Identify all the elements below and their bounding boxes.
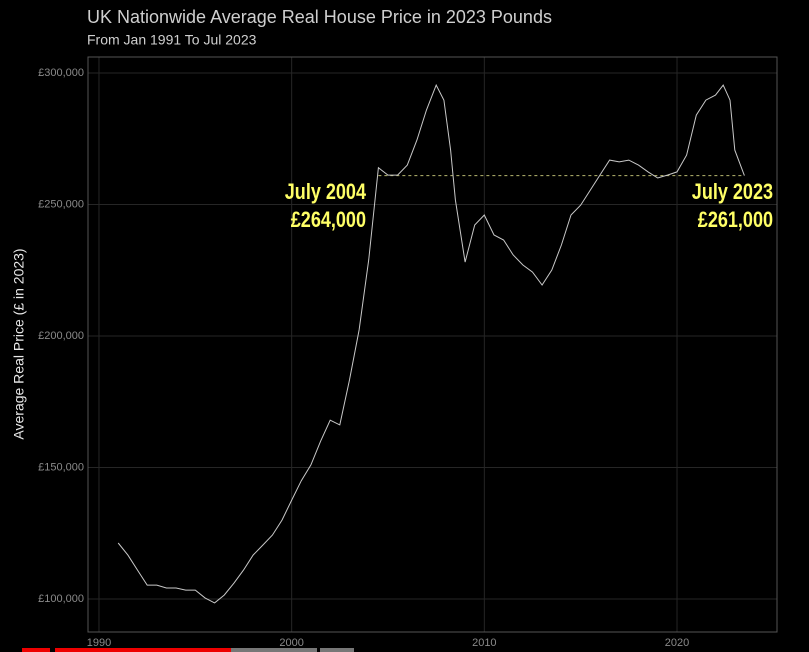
annotation-label: July 2023: [692, 180, 773, 204]
ui-bar: [22, 648, 50, 652]
y-tick-label: £200,000: [38, 330, 84, 342]
y-tick-label: £150,000: [38, 461, 84, 473]
x-tick-label: 2020: [665, 637, 689, 649]
x-tick-label: 2000: [279, 637, 303, 649]
data-line: [117, 83, 745, 604]
y-tick-label: £250,000: [38, 198, 84, 210]
annotation-label: July 2004: [285, 180, 367, 204]
x-tick-label: 2010: [472, 637, 496, 649]
annotation-value: £261,000: [698, 208, 773, 232]
annotation-value: £264,000: [291, 208, 366, 232]
plot-border: [87, 56, 778, 633]
y-tick-label: £100,000: [38, 593, 84, 605]
chart-title: UK Nationwide Average Real House Price i…: [87, 7, 552, 27]
ui-bar: [320, 648, 354, 652]
y-tick-label: £300,000: [38, 67, 84, 79]
x-tick-label: 1990: [87, 637, 111, 649]
ui-bar: [55, 648, 231, 652]
chart-subtitle: From Jan 1991 To Jul 2023: [87, 32, 257, 48]
ui-bar: [231, 648, 317, 652]
y-axis-label: Average Real Price (£ in 2023): [11, 248, 27, 439]
